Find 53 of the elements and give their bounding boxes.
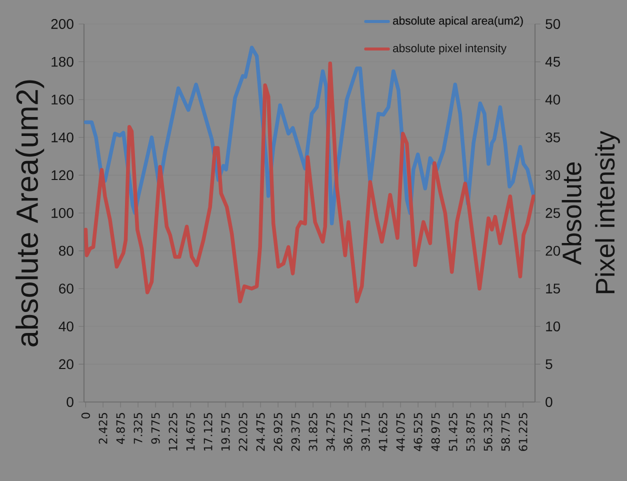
x-tick-label: 26.925 (274, 413, 282, 451)
x-tick-label: 39.175 (361, 413, 370, 451)
x-tick-label: 2.425 (98, 413, 108, 444)
y2-tick-label: 25 (546, 208, 560, 218)
legend-label: absolute apical area(um2) (393, 16, 523, 27)
x-tick-label: 19.575 (221, 413, 230, 450)
y2-tick-label: 30 (546, 170, 560, 180)
legend-label: absolute pixel intensity (393, 44, 507, 54)
y2-tick-label: 20 (546, 246, 560, 256)
y-tick-label: 40 (58, 321, 74, 332)
y2-tick-label: 40 (545, 94, 560, 105)
x-tick-label: 0 (81, 412, 90, 419)
x-tick-label: 56.325 (484, 413, 492, 451)
y-tick-label: 0 (66, 397, 74, 407)
x-tick-label: 31.825 (308, 413, 318, 451)
y-tick-label: 160 (52, 94, 74, 105)
x-tick-label: 51.425 (448, 413, 458, 451)
y-tick-label: 60 (59, 284, 74, 294)
x-tick-label: 41.625 (378, 413, 388, 452)
x-tick-label: 4.875 (116, 413, 125, 444)
x-tick-label: 53.875 (466, 413, 475, 451)
y-tick-label: 180 (52, 56, 74, 67)
x-tick-label: 24.475 (256, 413, 265, 451)
x-tick-label: 22.025 (238, 413, 248, 451)
line-series (84, 61, 536, 304)
y2-tick-label: 5 (546, 359, 552, 370)
x-tick-label: 48.975 (431, 413, 440, 452)
x-tick-label: 9.775 (151, 413, 160, 444)
y2-tick-label: 50 (546, 19, 560, 29)
y-tick-label: 100 (52, 208, 74, 218)
x-tick-label: 12.225 (168, 413, 178, 450)
y2-tick-label: 0 (546, 397, 552, 407)
x-tick-label: 29.375 (291, 413, 300, 451)
x-tick-label: 7.325 (134, 413, 142, 444)
y-tick-label: 200 (51, 19, 74, 29)
y2-tick-label: 15 (546, 284, 560, 294)
y-tick-label: 140 (52, 132, 74, 142)
x-tick-label: 44.075 (396, 413, 405, 452)
x-tick-label: 46.525 (414, 413, 422, 452)
x-tick-label: 34.275 (326, 413, 335, 451)
x-tick-label: 14.675 (186, 413, 195, 450)
x-tick-label: 61.225 (518, 413, 528, 451)
y2-axis-title: Absolute Pixel intensity (562, 130, 620, 294)
y-tick-label: 80 (58, 246, 74, 256)
x-tick-label: 36.725 (344, 413, 352, 451)
y-tick-label: 120 (52, 170, 74, 180)
y2-tick-label: 10 (546, 321, 560, 332)
y2-tick-label: 45 (545, 56, 560, 67)
x-tick-label: 17.125 (204, 413, 212, 450)
y-axis-title: absolute Area(um2) (16, 80, 44, 346)
y2-tick-label: 35 (546, 132, 560, 142)
y-tick-label: 20 (59, 359, 74, 370)
x-tick-label: 58.775 (501, 413, 510, 451)
